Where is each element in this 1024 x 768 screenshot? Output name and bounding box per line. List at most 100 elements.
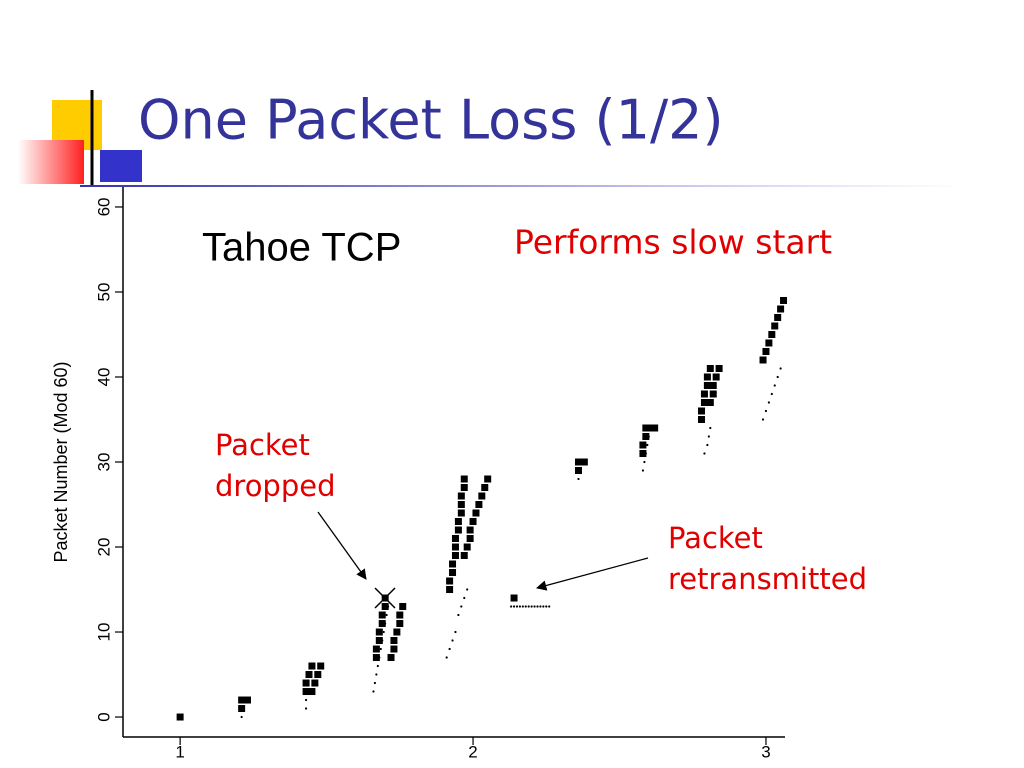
packet-point — [706, 364, 714, 372]
retransmitted-label: retransmitted — [668, 562, 867, 596]
packet-point — [712, 373, 720, 381]
arrow — [535, 557, 649, 591]
packet-point — [698, 407, 706, 415]
ack-point — [521, 605, 524, 608]
packet-point — [396, 611, 404, 619]
ack-point — [510, 605, 513, 608]
packet-point — [771, 322, 779, 330]
ack-point — [761, 418, 765, 421]
packet-point — [451, 543, 459, 551]
packet-point — [378, 611, 386, 619]
ack-point — [304, 698, 308, 702]
packet-point — [642, 432, 650, 440]
packet-point — [765, 339, 773, 347]
packet-point — [706, 398, 714, 406]
packet-point — [703, 373, 711, 381]
packet-point — [381, 603, 389, 611]
ack-point — [448, 647, 451, 651]
packet-point — [314, 671, 322, 679]
packet-point — [457, 492, 465, 500]
packet-point — [463, 543, 471, 551]
y-tick-label: 50 — [94, 283, 113, 302]
ack-point — [518, 605, 522, 608]
packet-point — [449, 560, 457, 568]
ack-point — [536, 605, 539, 608]
ack-point — [451, 639, 454, 642]
packet-point — [777, 305, 785, 313]
ack-point — [709, 426, 712, 430]
y-tick-label: 60 — [94, 198, 113, 217]
packet-point — [574, 458, 582, 466]
packet-point — [302, 679, 310, 687]
packet-point — [302, 688, 310, 696]
x-tick-label: 2 — [468, 742, 477, 761]
packet-point — [780, 296, 788, 304]
ack-point — [644, 452, 647, 455]
ack-point — [379, 647, 382, 651]
ack-point — [376, 664, 379, 668]
packet-point — [709, 390, 717, 398]
packet-point — [375, 628, 383, 636]
packet-point — [372, 645, 380, 653]
packet-point — [580, 458, 588, 466]
packet-point — [243, 696, 251, 704]
ack-point — [776, 375, 779, 379]
packet-point — [466, 535, 474, 543]
packet-point — [390, 637, 398, 645]
packet-point — [469, 518, 477, 526]
y-tick-label: 30 — [94, 453, 113, 472]
x-tick-label: 3 — [761, 742, 770, 761]
ack-point — [382, 630, 385, 634]
y-tick-label: 10 — [94, 623, 113, 642]
title-rule — [80, 185, 960, 187]
deco-red — [18, 140, 84, 184]
packet-point — [457, 501, 465, 509]
ack-point — [527, 605, 530, 608]
ack-point — [304, 707, 308, 710]
ack-point — [515, 605, 519, 608]
ack-point — [548, 605, 551, 608]
packet-point — [454, 518, 462, 526]
ack-point — [466, 588, 469, 591]
ack-point — [460, 605, 463, 608]
packet-point — [768, 330, 776, 338]
packet-point — [762, 347, 770, 355]
packet-point — [390, 645, 398, 653]
ack-point — [641, 469, 645, 472]
packet-point — [396, 620, 404, 628]
packet-point — [774, 313, 782, 321]
ack-point — [240, 715, 243, 719]
ack-point — [463, 596, 466, 600]
ack-point — [445, 656, 448, 659]
packet-point — [510, 594, 518, 602]
packet-point — [393, 628, 401, 636]
y-tick-label: 20 — [94, 538, 113, 557]
packet-point — [639, 449, 647, 457]
packet-point — [317, 662, 325, 670]
packet-point — [446, 586, 454, 594]
packet-point — [311, 679, 319, 687]
packet-point — [446, 577, 454, 585]
packet-point — [715, 364, 723, 372]
packet-point — [454, 526, 462, 534]
ack-point — [454, 630, 457, 634]
y-axis-label: Packet Number (Mod 60) — [51, 361, 71, 562]
chart-label: Tahoe TCP — [202, 226, 401, 270]
packet-point — [238, 696, 246, 704]
ack-point — [530, 605, 533, 608]
ack-point — [779, 367, 782, 370]
ack-point — [545, 605, 548, 608]
packet-point — [484, 475, 492, 483]
packet-point — [651, 424, 659, 432]
ack-point — [512, 605, 516, 608]
packet-point — [642, 424, 650, 432]
x-tick-label: 1 — [175, 742, 184, 761]
packet-point — [460, 484, 468, 492]
ack-point — [707, 435, 710, 438]
packet-point — [700, 398, 708, 406]
ack-point — [524, 605, 527, 608]
ack-point — [764, 409, 768, 413]
note: Performs slow start — [514, 223, 832, 262]
